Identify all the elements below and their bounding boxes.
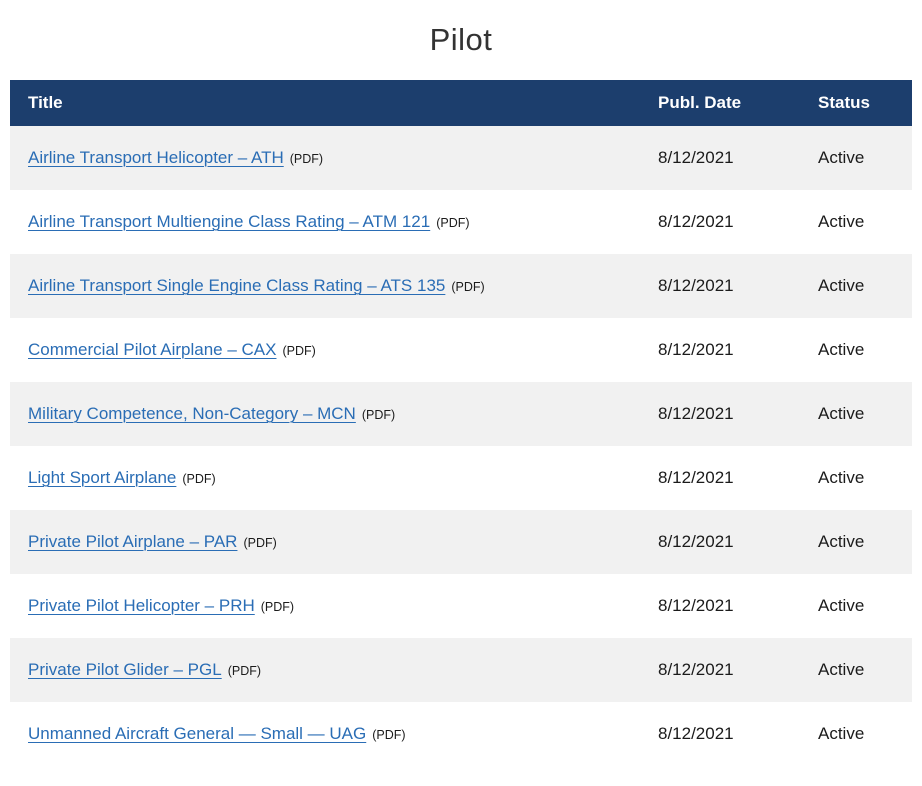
table-row: Military Competence, Non-Category – MCN (… [10,382,912,446]
title-cell: Airline Transport Multiengine Class Rati… [10,190,640,254]
status-cell: Active [818,340,865,359]
document-link[interactable]: Private Pilot Glider – PGL [28,660,222,679]
publ-date-cell: 8/12/2021 [658,404,734,423]
pdf-format-label: (PDF) [372,728,406,742]
status-cell: Active [818,276,865,295]
status-cell: Active [818,660,865,679]
document-link[interactable]: Private Pilot Airplane – PAR [28,532,238,551]
status-cell: Active [818,468,865,487]
publ-date-cell: 8/12/2021 [658,724,734,743]
document-link[interactable]: Airline Transport Helicopter – ATH [28,148,284,167]
publ-date-cell: 8/12/2021 [658,340,734,359]
table-body: Airline Transport Helicopter – ATH (PDF) … [10,126,912,766]
table-row: Airline Transport Multiengine Class Rati… [10,190,912,254]
table-row: Commercial Pilot Airplane – CAX (PDF) 8/1… [10,318,912,382]
page-title: Pilot [429,22,493,57]
status-cell: Active [818,596,865,615]
pdf-format-label: (PDF) [436,216,470,230]
pdf-format-label: (PDF) [260,600,295,614]
publ-date-cell: 8/12/2021 [658,596,734,615]
status-cell: Active [818,724,865,743]
table-row: Private Pilot Airplane – PAR (PDF) 8/12/2… [10,510,912,574]
table-row: Private Pilot Glider – PGL (PDF) 8/12/202… [10,638,912,702]
status-cell: Active [818,404,865,423]
publ-date-cell: 8/12/2021 [658,660,734,679]
document-link[interactable]: Airline Transport Multiengine Class Rati… [28,212,431,231]
title-cell: Unmanned Aircraft General — Small — UAG (… [10,702,640,766]
document-link[interactable]: Unmanned Aircraft General — Small — UAG [28,724,367,743]
publ-date-cell: 8/12/2021 [658,148,734,167]
pdf-format-label: (PDF) [243,536,277,550]
document-link[interactable]: Light Sport Airplane [28,468,177,487]
pdf-format-label: (PDF) [289,152,324,166]
title-cell: Private Pilot Helicopter – PRH (PDF) [10,574,640,638]
table-row: Light Sport Airplane (PDF) 8/12/2021 Acti… [10,446,912,510]
status-cell: Active [818,532,865,551]
title-cell: Airline Transport Helicopter – ATH (PDF) [10,126,640,190]
table-row: Unmanned Aircraft General — Small — UAG (… [10,702,912,766]
table-row: Airline Transport Single Engine Class Ra… [10,254,912,318]
publ-date-cell: 8/12/2021 [658,532,734,551]
pdf-format-label: (PDF) [182,472,216,486]
pdf-format-label: (PDF) [361,408,396,422]
column-header-publ-date: Publ. Date [640,80,800,126]
pdf-format-label: (PDF) [227,664,262,678]
table-header: Title Publ. Date Status [10,80,912,126]
column-header-status: Status [800,80,912,126]
documents-table: Title Publ. Date Status Airline Transpor… [10,80,912,766]
pdf-format-label: (PDF) [451,280,485,294]
pdf-format-label: (PDF) [282,344,316,358]
title-cell: Military Competence, Non-Category – MCN (… [10,382,640,446]
status-cell: Active [818,212,865,231]
status-cell: Active [818,148,865,167]
title-cell: Commercial Pilot Airplane – CAX (PDF) [10,318,640,382]
document-link[interactable]: Military Competence, Non-Category – MCN [28,404,356,423]
document-link[interactable]: Private Pilot Helicopter – PRH [28,596,255,615]
publ-date-cell: 8/12/2021 [658,276,734,295]
title-cell: Private Pilot Glider – PGL (PDF) [10,638,640,702]
table-row: Airline Transport Helicopter – ATH (PDF) … [10,126,912,190]
publ-date-cell: 8/12/2021 [658,212,734,231]
table-row: Private Pilot Helicopter – PRH (PDF) 8/12… [10,574,912,638]
publ-date-cell: 8/12/2021 [658,468,734,487]
documents-table-container: Title Publ. Date Status Airline Transpor… [10,80,912,766]
document-link[interactable]: Airline Transport Single Engine Class Ra… [28,276,446,295]
column-header-title: Title [10,80,640,126]
title-cell: Airline Transport Single Engine Class Ra… [10,254,640,318]
document-link[interactable]: Commercial Pilot Airplane – CAX [28,340,277,359]
title-cell: Private Pilot Airplane – PAR (PDF) [10,510,640,574]
title-cell: Light Sport Airplane (PDF) [10,446,640,510]
